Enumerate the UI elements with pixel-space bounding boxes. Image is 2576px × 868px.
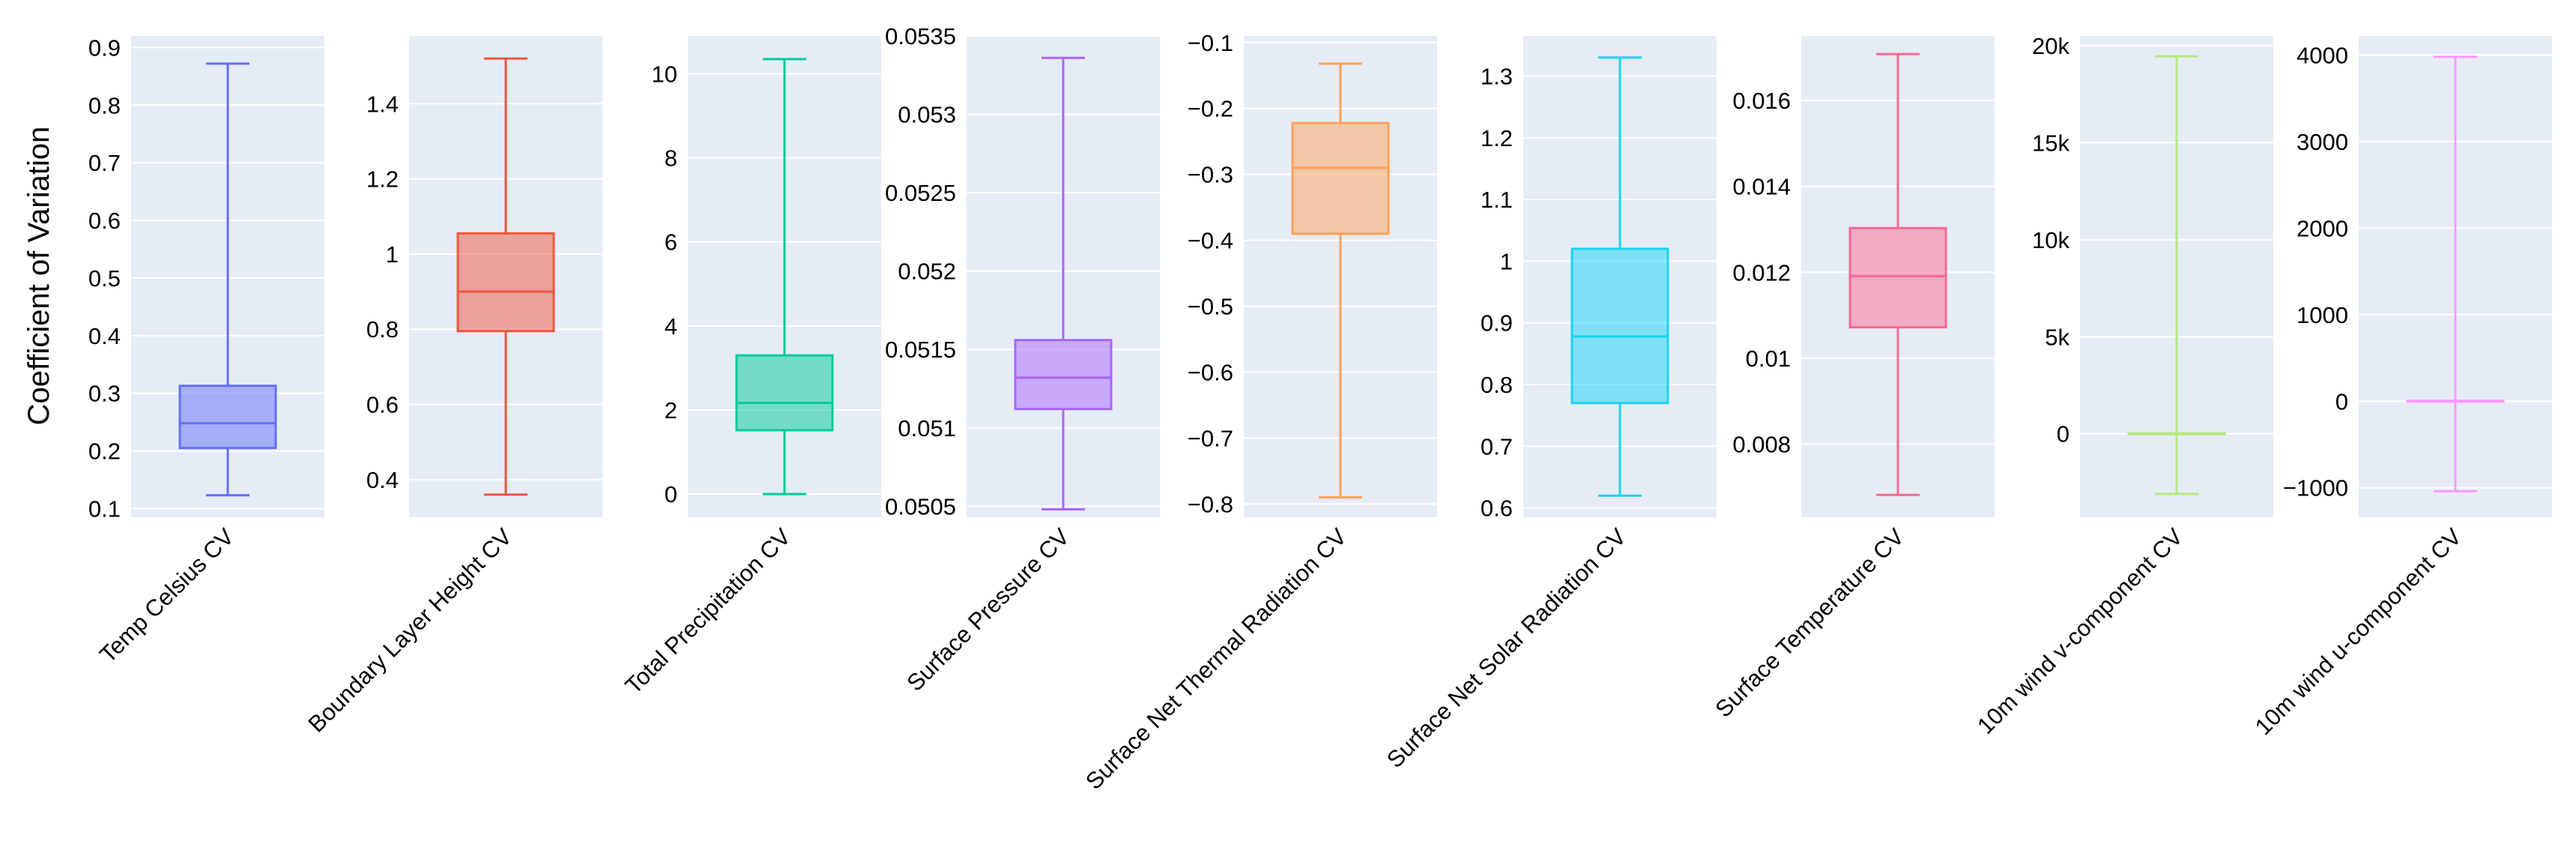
y-tick-label: 0.1	[88, 495, 121, 522]
y-tick-label: 0	[665, 481, 677, 507]
y-tick-label: 0.0535	[885, 23, 956, 49]
y-tick-label: −0.6	[1188, 360, 1233, 386]
y-tick-label: 0.9	[1481, 310, 1513, 337]
y-tick-label: 3000	[2297, 129, 2348, 155]
x-category-label: Surface Net Solar Radiation CV	[1382, 523, 1631, 773]
y-tick-label: 0	[2057, 421, 2069, 447]
y-tick-label: 0.014	[1732, 174, 1791, 200]
y-tick-label: 0.6	[1481, 495, 1513, 522]
iqr-box	[456, 232, 555, 333]
y-tick-label: 20k	[2032, 33, 2069, 59]
x-category-label: Surface Temperature CV	[1710, 523, 1909, 723]
y-tick-label: 1000	[2297, 302, 2348, 328]
box-panel: −1000 0 1000 2000 3000 4000 10m wind u-compone…	[2250, 36, 2552, 740]
y-tick-label: 0.4	[366, 467, 399, 493]
y-tick-label: 0.4	[88, 323, 121, 349]
y-tick-label: −0.4	[1188, 228, 1233, 254]
y-tick-label: 0.0525	[885, 180, 956, 206]
y-tick-label: −1000	[2283, 475, 2348, 501]
iqr-box	[735, 354, 834, 432]
box-panel: 0 5k 10k 15k 20k 10m wind v-component CV	[1972, 33, 2273, 739]
x-category-label: Surface Net Thermal Radiation CV	[1080, 523, 1352, 795]
y-tick-label: 0.008	[1732, 432, 1791, 458]
y-tick-label: 0.012	[1732, 259, 1791, 286]
x-category-label: Total Precipitation CV	[620, 523, 796, 699]
iqr-box	[1848, 226, 1947, 329]
y-tick-label: 0.051	[898, 415, 956, 441]
y-tick-label: −0.8	[1188, 491, 1233, 517]
y-tick-label: 0.8	[366, 316, 399, 343]
y-tick-label: 0.0515	[885, 337, 956, 363]
y-tick-label: 0.6	[366, 392, 399, 418]
box-panel: 0.4 0.6 0.8 1 1.2 1.4 Boundary Layer Height CV	[303, 36, 602, 738]
y-tick-label: 6	[665, 229, 677, 256]
y-tick-label: 0.052	[898, 259, 956, 285]
iqr-box	[1291, 121, 1390, 235]
y-tick-label: 1.2	[1481, 125, 1513, 151]
y-tick-label: −0.1	[1188, 30, 1233, 56]
y-tick-label: 0.5	[88, 265, 121, 292]
y-tick-label: 0.2	[88, 438, 121, 465]
x-category-label: Boundary Layer Height CV	[303, 523, 517, 738]
y-tick-label: 0.9	[88, 34, 121, 61]
y-tick-label: 0.8	[1481, 372, 1513, 398]
y-tick-label: 10k	[2032, 227, 2069, 253]
x-category-label: Surface Pressure CV	[901, 523, 1074, 696]
iqr-box	[178, 385, 277, 450]
y-tick-label: 0.0505	[885, 493, 956, 519]
y-axis-title: Coefficient of Variation	[22, 127, 55, 426]
y-tick-label: 0.053	[898, 102, 956, 128]
y-tick-label: 5k	[2045, 324, 2069, 350]
y-tick-label: −0.5	[1188, 294, 1233, 320]
y-tick-label: −0.3	[1188, 162, 1233, 188]
y-tick-label: 4	[665, 313, 677, 340]
y-tick-label: 0.01	[1746, 346, 1791, 372]
y-tick-label: 8	[665, 145, 677, 172]
y-tick-label: 0.7	[88, 150, 121, 176]
y-tick-label: 0.8	[88, 92, 121, 118]
y-tick-label: 1	[1500, 248, 1513, 274]
iqr-box	[1014, 339, 1113, 411]
y-tick-label: 1.4	[366, 91, 399, 117]
y-tick-label: 1.3	[1481, 64, 1513, 90]
box-panel: 0.008 0.01 0.012 0.014 0.016 Surface Temperat…	[1710, 36, 1995, 723]
y-tick-label: 10	[652, 61, 677, 87]
x-category-label: Temp Celsius CV	[94, 523, 239, 668]
y-tick-label: 2	[665, 397, 677, 424]
y-tick-label: 0	[2335, 388, 2348, 415]
y-tick-label: 1	[386, 241, 399, 268]
x-category-label: 10m wind u-component CV	[2250, 523, 2467, 740]
y-tick-label: 15k	[2032, 130, 2069, 156]
box-panel: 0 2 4 6 8 10 Total Precipitation CV	[620, 36, 881, 699]
box-panel: 0.1 0.2 0.3 0.4 0.5 0.6 0.7 0.8 0.9 Temp Celsius …	[88, 34, 324, 668]
y-tick-label: −0.2	[1188, 96, 1233, 122]
y-tick-label: 0.016	[1732, 88, 1791, 114]
iqr-box	[1570, 247, 1669, 405]
y-tick-label: 2000	[2297, 215, 2348, 241]
y-tick-label: 1.2	[366, 166, 399, 193]
y-tick-label: 0.6	[88, 208, 121, 234]
y-tick-label: −0.7	[1188, 425, 1233, 451]
box-panel: 0.0505 0.051 0.0515 0.052 0.0525 0.053 0.0535 S…	[885, 23, 1160, 696]
y-tick-label: 4000	[2297, 42, 2348, 68]
y-tick-label: 0.3	[88, 381, 121, 407]
x-category-label: 10m wind v-component CV	[1972, 523, 2188, 739]
y-tick-label: 1.1	[1481, 187, 1513, 213]
y-tick-label: 0.7	[1481, 433, 1513, 459]
